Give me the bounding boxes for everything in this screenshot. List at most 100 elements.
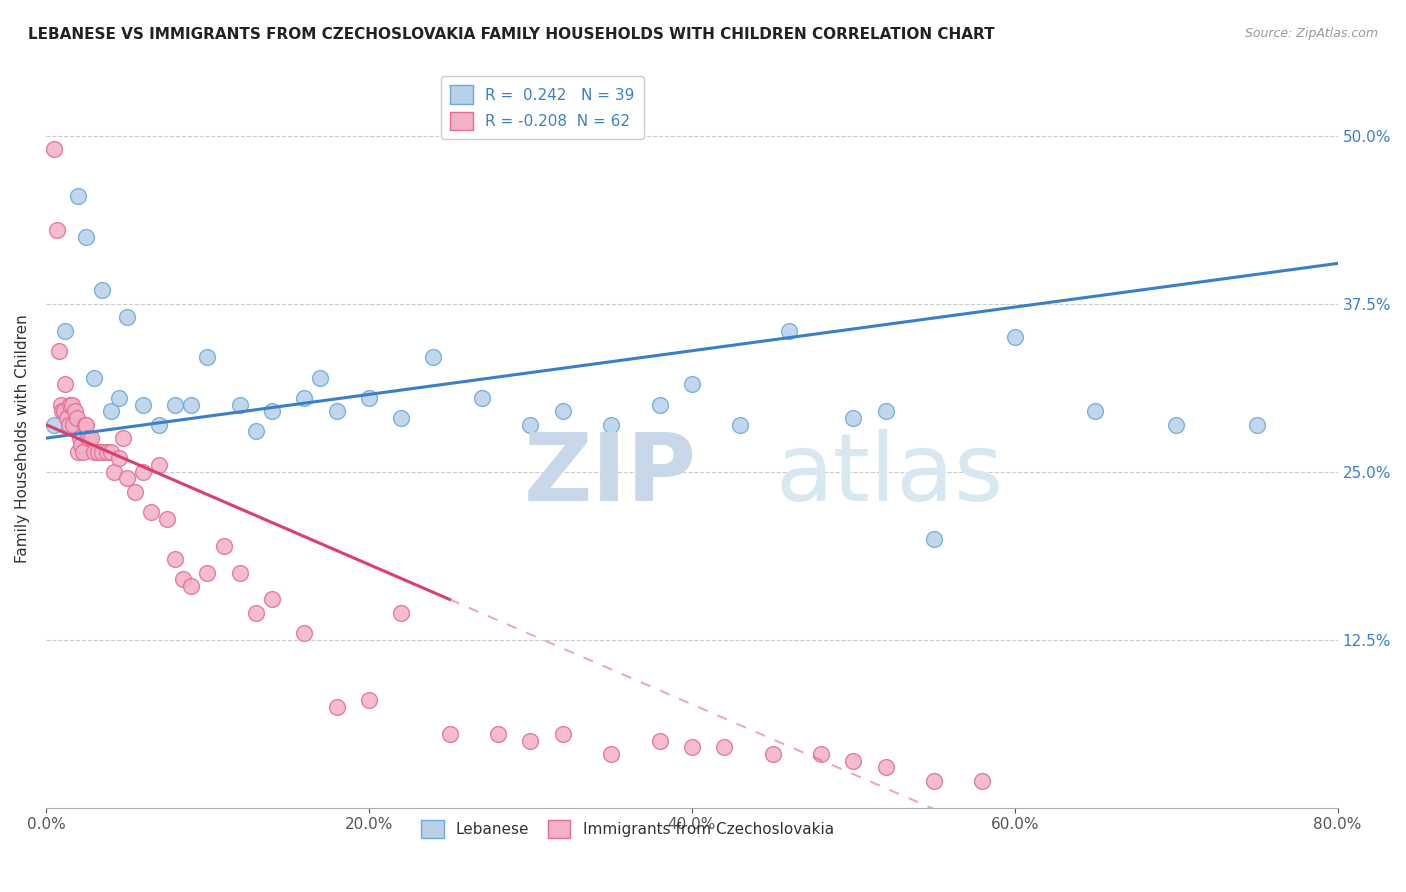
Text: LEBANESE VS IMMIGRANTS FROM CZECHOSLOVAKIA FAMILY HOUSEHOLDS WITH CHILDREN CORRE: LEBANESE VS IMMIGRANTS FROM CZECHOSLOVAK… bbox=[28, 27, 995, 42]
Point bbox=[59, 398, 82, 412]
Legend: Lebanese, Immigrants from Czechoslovakia: Lebanese, Immigrants from Czechoslovakia bbox=[415, 814, 839, 845]
Text: atlas: atlas bbox=[776, 429, 1004, 521]
Point bbox=[842, 754, 865, 768]
Point bbox=[165, 398, 187, 412]
Point bbox=[107, 391, 129, 405]
Point bbox=[48, 343, 70, 358]
Point bbox=[46, 223, 69, 237]
Point bbox=[60, 398, 83, 412]
Point bbox=[728, 417, 751, 432]
Point bbox=[51, 404, 73, 418]
Point bbox=[53, 324, 76, 338]
Point bbox=[112, 431, 135, 445]
Point bbox=[107, 451, 129, 466]
Point bbox=[66, 411, 89, 425]
Point bbox=[53, 377, 76, 392]
Point bbox=[600, 747, 623, 761]
Point bbox=[80, 431, 103, 445]
Point bbox=[810, 747, 832, 761]
Point bbox=[875, 760, 897, 774]
Point bbox=[63, 404, 86, 418]
Point bbox=[91, 444, 114, 458]
Point bbox=[325, 700, 347, 714]
Point bbox=[83, 444, 105, 458]
Point bbox=[357, 391, 380, 405]
Point bbox=[212, 539, 235, 553]
Point bbox=[75, 229, 97, 244]
Point bbox=[72, 444, 94, 458]
Point bbox=[471, 391, 494, 405]
Point bbox=[86, 444, 108, 458]
Point bbox=[165, 552, 187, 566]
Point bbox=[115, 471, 138, 485]
Point bbox=[42, 142, 65, 156]
Point bbox=[148, 417, 170, 432]
Point bbox=[42, 417, 65, 432]
Point bbox=[309, 370, 332, 384]
Point bbox=[49, 398, 72, 412]
Point bbox=[519, 417, 541, 432]
Point bbox=[148, 458, 170, 472]
Point bbox=[551, 404, 574, 418]
Point bbox=[389, 411, 412, 425]
Point bbox=[972, 773, 994, 788]
Point bbox=[67, 444, 90, 458]
Point bbox=[77, 431, 100, 445]
Point bbox=[600, 417, 623, 432]
Point bbox=[132, 398, 155, 412]
Point bbox=[875, 404, 897, 418]
Point bbox=[197, 566, 219, 580]
Point bbox=[62, 417, 84, 432]
Point bbox=[922, 532, 945, 546]
Point bbox=[1084, 404, 1107, 418]
Point bbox=[325, 404, 347, 418]
Point bbox=[486, 727, 509, 741]
Point bbox=[156, 512, 179, 526]
Point bbox=[778, 324, 800, 338]
Point bbox=[180, 398, 202, 412]
Point bbox=[245, 425, 267, 439]
Point bbox=[922, 773, 945, 788]
Point bbox=[228, 566, 250, 580]
Point bbox=[681, 740, 703, 755]
Point bbox=[103, 465, 125, 479]
Text: Source: ZipAtlas.com: Source: ZipAtlas.com bbox=[1244, 27, 1378, 40]
Point bbox=[292, 391, 315, 405]
Point bbox=[172, 572, 194, 586]
Point bbox=[83, 370, 105, 384]
Point bbox=[681, 377, 703, 392]
Point bbox=[1246, 417, 1268, 432]
Point bbox=[519, 733, 541, 747]
Point bbox=[70, 438, 93, 452]
Point bbox=[357, 693, 380, 707]
Point bbox=[245, 606, 267, 620]
Point bbox=[648, 733, 671, 747]
Point bbox=[75, 417, 97, 432]
Point bbox=[228, 398, 250, 412]
Point bbox=[648, 398, 671, 412]
Point bbox=[52, 404, 75, 418]
Point bbox=[100, 444, 122, 458]
Point bbox=[91, 283, 114, 297]
Point bbox=[58, 417, 80, 432]
Point bbox=[389, 606, 412, 620]
Point bbox=[132, 465, 155, 479]
Y-axis label: Family Households with Children: Family Households with Children bbox=[15, 314, 30, 563]
Point bbox=[56, 411, 79, 425]
Point bbox=[439, 727, 461, 741]
Point bbox=[551, 727, 574, 741]
Point bbox=[124, 484, 146, 499]
Point bbox=[260, 592, 283, 607]
Point bbox=[59, 417, 82, 432]
Point bbox=[96, 444, 118, 458]
Point bbox=[422, 351, 444, 365]
Point bbox=[67, 189, 90, 203]
Point bbox=[713, 740, 735, 755]
Point bbox=[842, 411, 865, 425]
Point bbox=[1166, 417, 1188, 432]
Point bbox=[180, 579, 202, 593]
Point bbox=[100, 404, 122, 418]
Point bbox=[139, 505, 162, 519]
Point bbox=[1004, 330, 1026, 344]
Point bbox=[115, 310, 138, 325]
